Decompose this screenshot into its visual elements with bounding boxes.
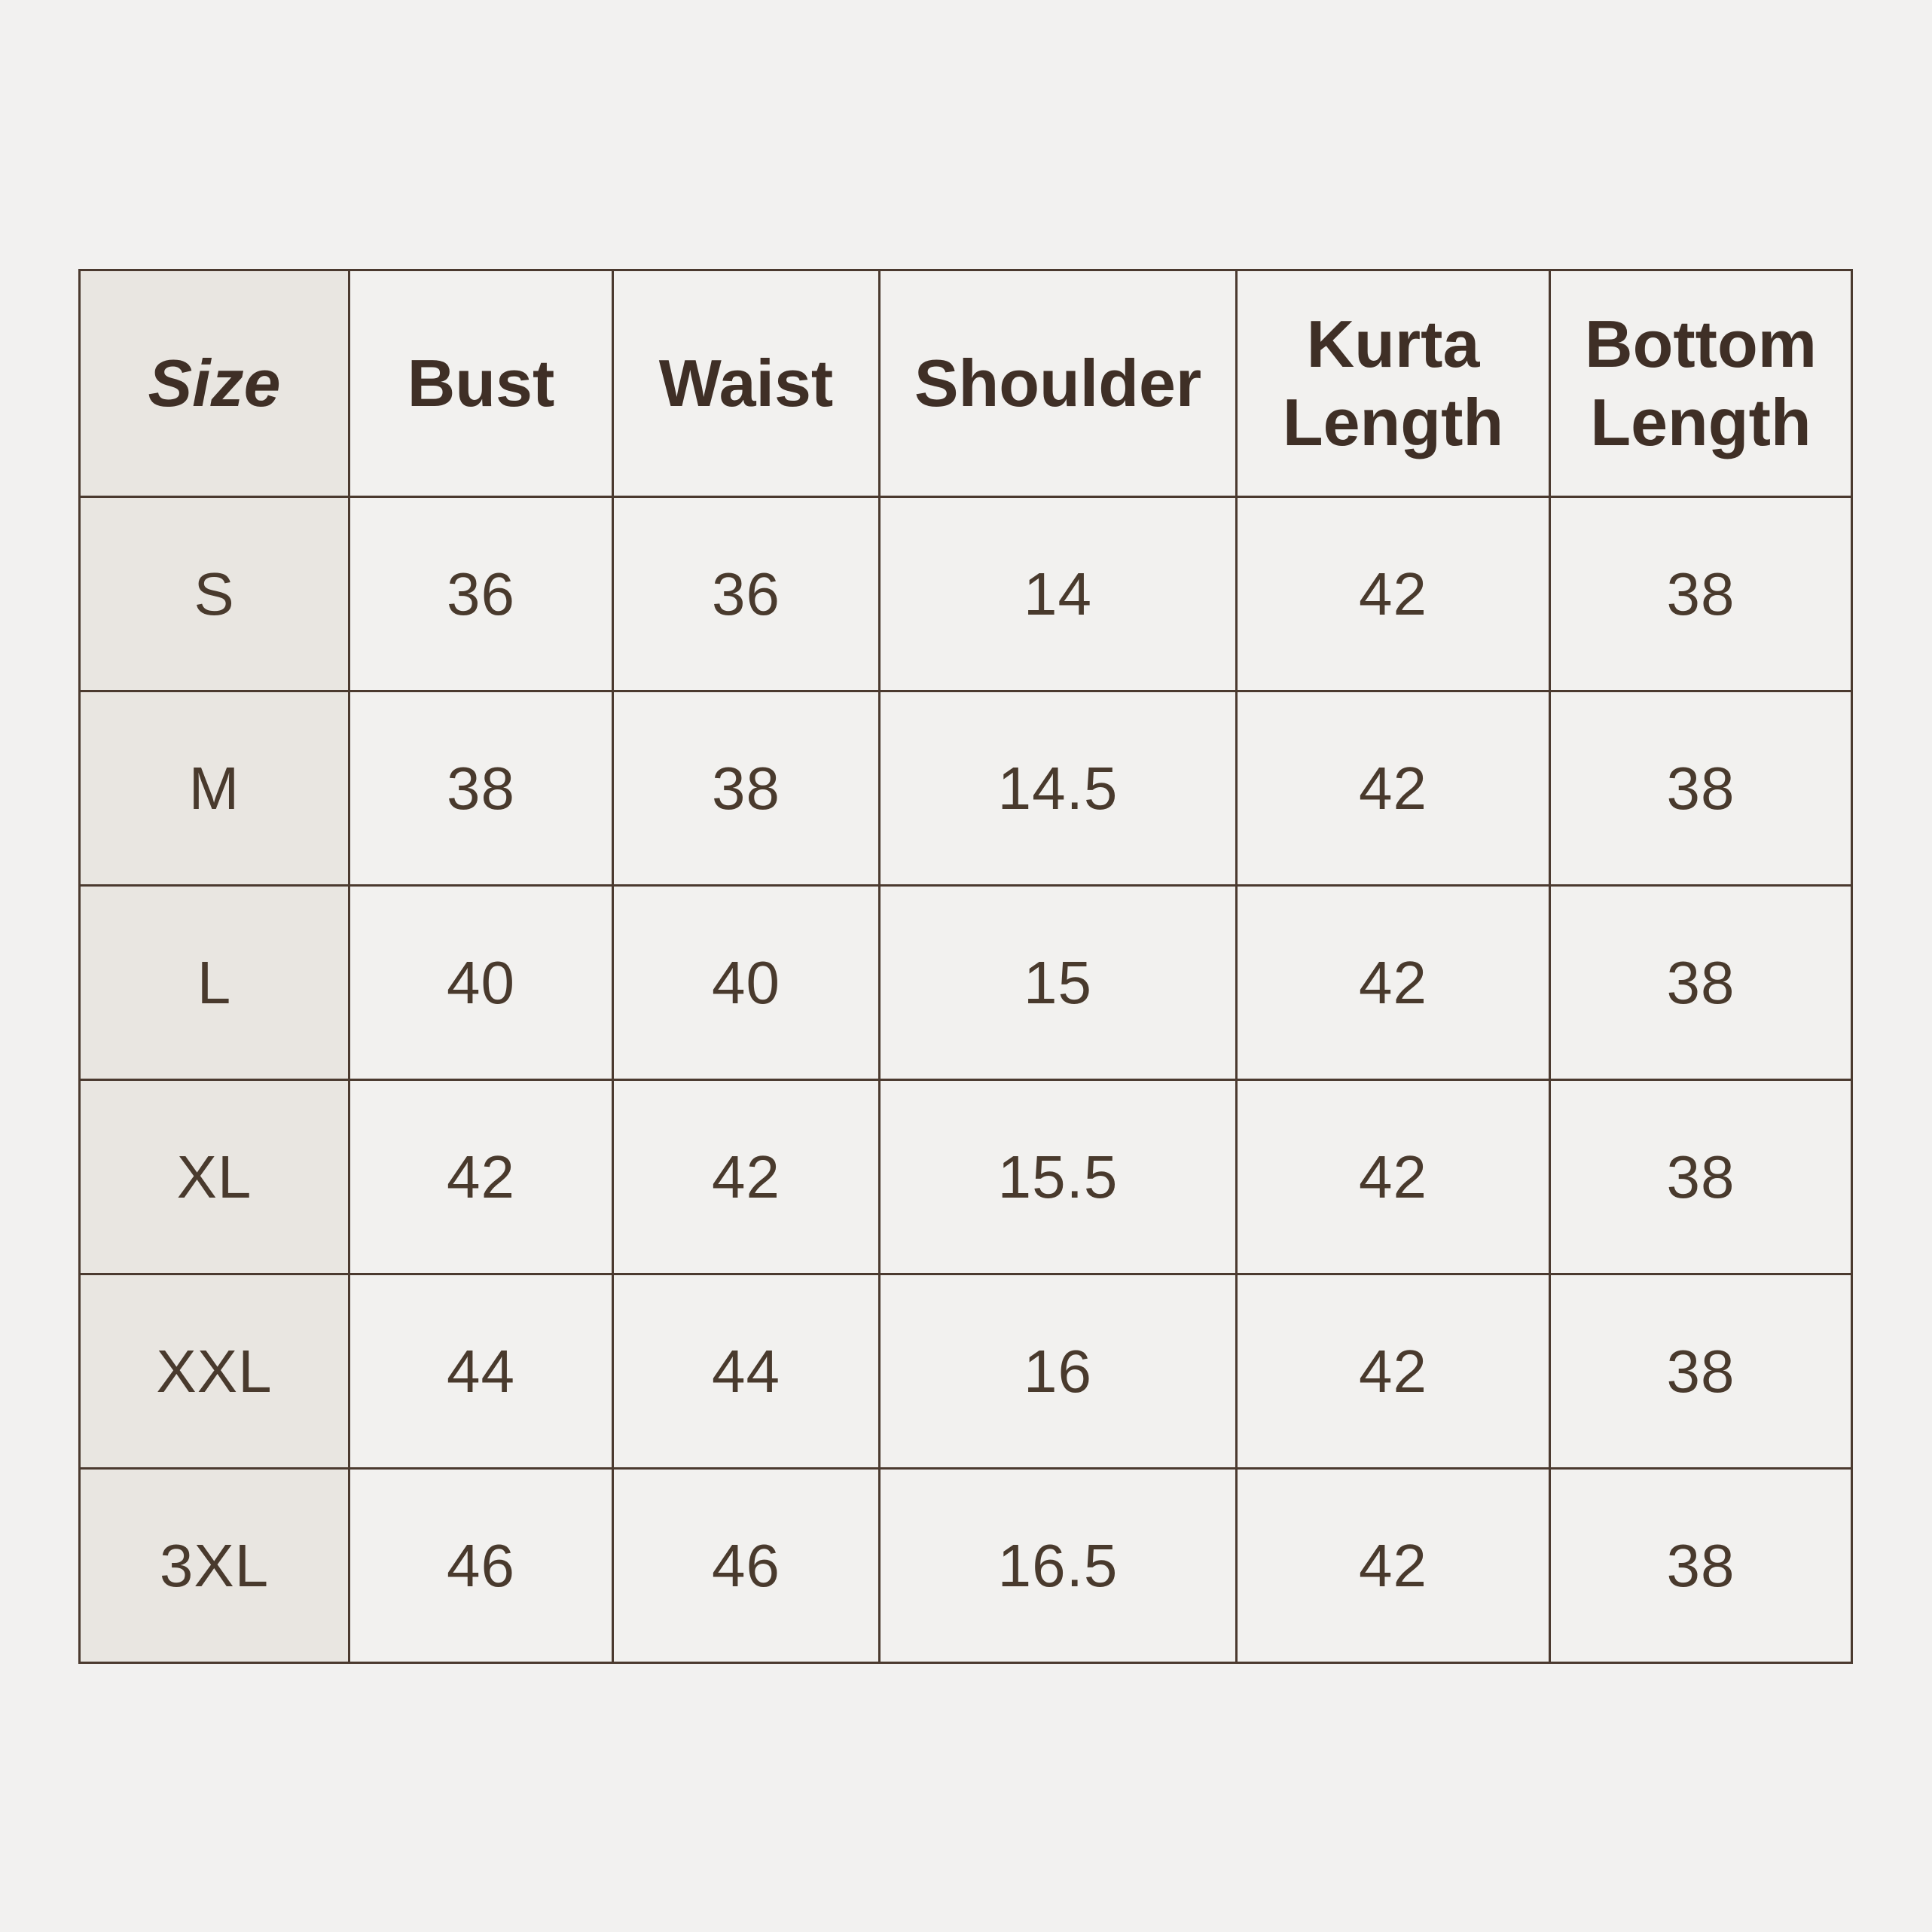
cell-kurta-length: 42 [1235, 1273, 1551, 1470]
cell-bust: 44 [348, 1273, 614, 1470]
cell-waist: 38 [612, 690, 881, 887]
cell-shoulder: 15.5 [878, 1079, 1238, 1275]
column-header-waist: Waist [612, 269, 881, 498]
cell-waist: 44 [612, 1273, 881, 1470]
cell-size-label: S [78, 496, 350, 692]
column-header-size: Size [78, 269, 350, 498]
table-row-3xl: 3XL 46 46 16.5 42 38 [78, 1467, 1853, 1664]
cell-bust: 38 [348, 690, 614, 887]
column-header-bust: Bust [348, 269, 614, 498]
cell-bottom-length: 38 [1549, 496, 1853, 692]
column-header-bottom-length: Bottom Length [1549, 269, 1853, 498]
table-row-m: M 38 38 14.5 42 38 [78, 690, 1853, 887]
cell-shoulder: 16.5 [878, 1467, 1238, 1664]
table-row-s: S 36 36 14 42 38 [78, 496, 1853, 692]
cell-bust: 42 [348, 1079, 614, 1275]
size-chart-table: Size Bust Waist Shoulder Kurta Length Bo… [78, 269, 1853, 1664]
cell-waist: 42 [612, 1079, 881, 1275]
cell-size-label: L [78, 884, 350, 1081]
table-row-xxl: XXL 44 44 16 42 38 [78, 1273, 1853, 1470]
cell-size-label: M [78, 690, 350, 887]
cell-kurta-length: 42 [1235, 884, 1551, 1081]
cell-bottom-length: 38 [1549, 1273, 1853, 1470]
cell-bust: 46 [348, 1467, 614, 1664]
column-header-shoulder: Shoulder [878, 269, 1238, 498]
cell-shoulder: 16 [878, 1273, 1238, 1470]
cell-kurta-length: 42 [1235, 1079, 1551, 1275]
cell-bottom-length: 38 [1549, 690, 1853, 887]
cell-bottom-length: 38 [1549, 1467, 1853, 1664]
cell-waist: 46 [612, 1467, 881, 1664]
table-row-xl: XL 42 42 15.5 42 38 [78, 1079, 1853, 1275]
cell-shoulder: 14.5 [878, 690, 1238, 887]
cell-kurta-length: 42 [1235, 496, 1551, 692]
cell-size-label: 3XL [78, 1467, 350, 1664]
header-row: Size Bust Waist Shoulder Kurta Length Bo… [78, 269, 1853, 498]
cell-shoulder: 14 [878, 496, 1238, 692]
cell-bottom-length: 38 [1549, 1079, 1853, 1275]
cell-bottom-length: 38 [1549, 884, 1853, 1081]
cell-kurta-length: 42 [1235, 690, 1551, 887]
cell-waist: 40 [612, 884, 881, 1081]
column-header-kurta-length: Kurta Length [1235, 269, 1551, 498]
cell-size-label: XXL [78, 1273, 350, 1470]
cell-kurta-length: 42 [1235, 1467, 1551, 1664]
cell-bust: 40 [348, 884, 614, 1081]
table-row-l: L 40 40 15 42 38 [78, 884, 1853, 1081]
cell-bust: 36 [348, 496, 614, 692]
cell-waist: 36 [612, 496, 881, 692]
cell-size-label: XL [78, 1079, 350, 1275]
cell-shoulder: 15 [878, 884, 1238, 1081]
